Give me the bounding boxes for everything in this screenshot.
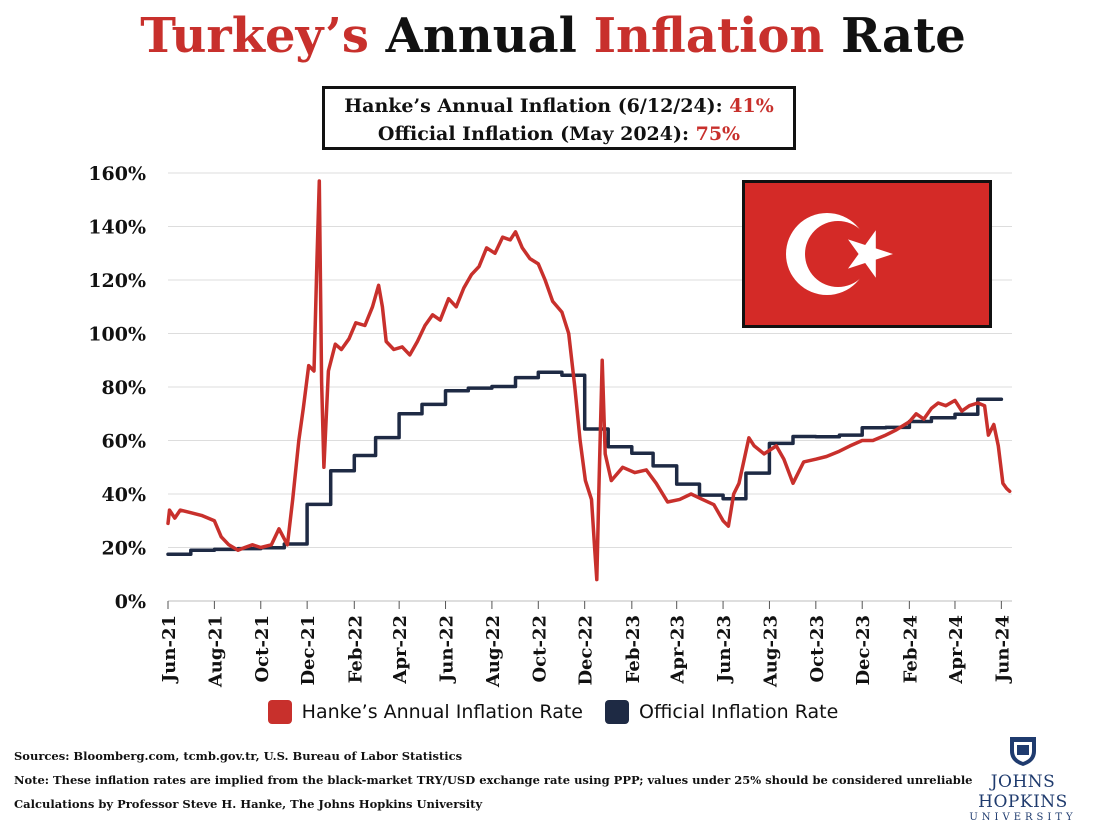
x-tick-label: Oct-22 xyxy=(529,615,550,682)
y-tick-label: 0% xyxy=(115,591,146,613)
y-tick-label: 160% xyxy=(88,163,146,185)
flag-star xyxy=(848,230,893,278)
footer-sources: Sources: Bloomberg.com, tcmb.gov.tr, U.S… xyxy=(14,749,463,763)
legend-item-hanke: Hanke’s Annual Inflation Rate xyxy=(267,700,583,724)
y-tick-label: 80% xyxy=(102,377,147,399)
y-tick-label: 120% xyxy=(88,270,146,292)
grid-lines xyxy=(168,172,1012,602)
official-summary-value: 75% xyxy=(695,123,741,145)
footer-note: Note: These inflation rates are implied … xyxy=(14,773,973,787)
y-axis-ticks: 0% 20% 40% 60% 80% 100% 120% 140% 160% xyxy=(88,163,146,613)
title-part-3: Inflation xyxy=(593,8,825,64)
x-tick-label: Aug-23 xyxy=(760,615,781,688)
y-tick-label: 60% xyxy=(102,431,147,453)
title-part-4: Rate xyxy=(840,8,966,64)
x-tick-label: Jun-24 xyxy=(992,615,1013,684)
x-tick-label: Apr-24 xyxy=(946,615,967,685)
x-tick-label: Jun-21 xyxy=(159,615,180,684)
legend-item-official: Official Inflation Rate xyxy=(605,700,838,724)
title-part-1: Turkey’s xyxy=(140,8,369,64)
x-axis-ticks: Jun-21 Aug-21 Oct-21 Dec-21 Feb-22 Apr-22 Jun-… xyxy=(159,601,1013,688)
x-tick-label: Oct-23 xyxy=(807,615,828,682)
y-tick-label: 140% xyxy=(88,217,146,239)
legend-swatch-hanke xyxy=(267,700,292,724)
legend-swatch-official xyxy=(605,700,630,724)
x-tick-label: Feb-23 xyxy=(623,615,644,683)
turkey-flag-icon xyxy=(742,180,992,328)
chart-title: Turkey’s Annual Inflation Rate xyxy=(0,8,1106,64)
official-summary-label: Official Inflation (May 2024): xyxy=(377,123,689,145)
x-tick-label: Dec-21 xyxy=(298,615,319,686)
series-line-official xyxy=(166,370,1004,556)
legend-label-official: Official Inflation Rate xyxy=(639,701,839,723)
series-lines xyxy=(166,179,1012,582)
x-tick-label: Feb-24 xyxy=(900,615,921,683)
official-summary-line: Official Inflation (May 2024): 75% xyxy=(325,120,793,148)
x-tick-label: Oct-21 xyxy=(252,615,273,682)
flag-crescent-inner xyxy=(805,221,871,287)
x-tick-label: Apr-22 xyxy=(390,615,411,685)
x-tick-label: Jun-22 xyxy=(437,615,458,684)
hanke-summary-line: Hanke’s Annual Inflation (6/12/24): 41% xyxy=(325,92,793,120)
y-tick-label: 40% xyxy=(102,484,147,506)
jhu-shield-icon xyxy=(1010,737,1036,766)
x-tick-label: Dec-22 xyxy=(576,615,597,686)
flag-emblem xyxy=(786,213,893,295)
series-line-hanke xyxy=(166,179,1012,582)
x-tick-label: Feb-22 xyxy=(345,615,366,683)
x-tick-label: Jun-23 xyxy=(714,615,735,684)
chart-footer: Sources: Bloomberg.com, tcmb.gov.tr, U.S… xyxy=(14,744,973,816)
jhu-logo: JOHNS HOPKINS UNIVERSITY xyxy=(948,734,1098,823)
hanke-summary-label: Hanke’s Annual Inflation (6/12/24): xyxy=(344,95,723,117)
x-tick-label: Aug-22 xyxy=(483,615,504,688)
footer-calculations: Calculations by Professor Steve H. Hanke… xyxy=(14,797,483,811)
hanke-summary-value: 41% xyxy=(729,95,774,117)
y-tick-label: 20% xyxy=(102,538,147,560)
x-tick-label: Aug-21 xyxy=(205,615,226,688)
x-tick-label: Apr-23 xyxy=(668,615,689,685)
jhu-logo-name: JOHNS HOPKINS xyxy=(978,772,1068,812)
y-tick-label: 100% xyxy=(88,324,146,346)
x-tick-label: Dec-23 xyxy=(853,615,874,686)
inflation-line-chart: 0% 20% 40% 60% 80% 100% 120% 140% 160% Jun-21 Aug… xyxy=(88,163,1013,688)
title-part-2: Annual xyxy=(385,8,577,64)
legend-label-hanke: Hanke’s Annual Inflation Rate xyxy=(301,701,583,723)
chart-legend: Hanke’s Annual Inflation Rate Official I… xyxy=(0,700,1106,729)
inflation-summary-box: Hanke’s Annual Inflation (6/12/24): 41% … xyxy=(322,86,796,150)
